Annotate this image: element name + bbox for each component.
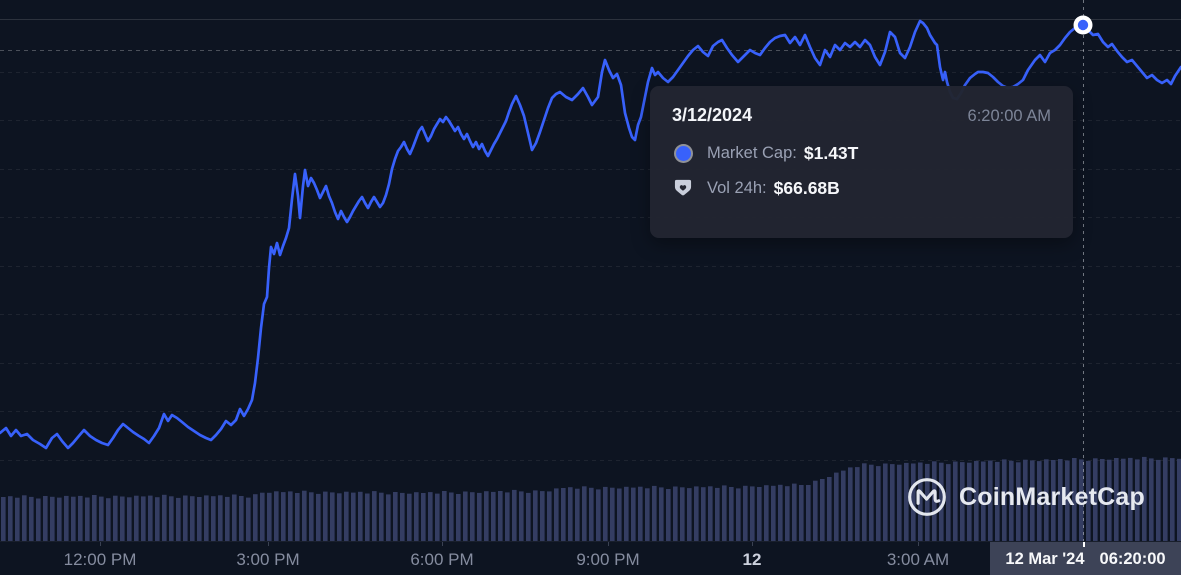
tooltip-volume-value: $66.68B	[773, 177, 840, 198]
tooltip-volume-label: Vol 24h:	[707, 178, 767, 197]
x-axis-label: 6:00 PM	[410, 550, 474, 569]
crosshair-axis-date: 12 Mar '24	[1005, 549, 1085, 568]
x-axis-label: 3:00 AM	[886, 550, 950, 569]
x-axis-label: 12:00 PM	[63, 550, 137, 569]
x-axis-label: 9:00 PM	[576, 550, 640, 569]
tooltip-market-cap-row: Market Cap: $1.43T	[672, 143, 1051, 164]
tooltip-date: 3/12/2024	[672, 105, 753, 125]
tooltip-market-cap-label: Market Cap:	[707, 144, 797, 162]
x-axis-tick	[442, 542, 443, 546]
market-cap-dot-icon	[675, 146, 691, 161]
crosshair-axis-time: 06:20:00	[1099, 549, 1166, 568]
x-axis-tick	[100, 542, 101, 546]
tooltip-time: 6:20:00 AM	[967, 107, 1051, 125]
x-axis-label: 12	[742, 550, 762, 569]
x-axis-tick	[608, 542, 609, 546]
tooltip-market-cap-value: $1.43T	[803, 143, 859, 163]
x-axis-tick	[918, 542, 919, 546]
crosshair-axis-tick	[1083, 542, 1085, 547]
tooltip-volume-row: Vol 24h: $66.68B	[672, 177, 1051, 199]
chart-tooltip: 3/12/2024 6:20:00 AM Market Cap: $1.43T …	[650, 86, 1073, 238]
x-axis-label: 3:00 PM	[236, 550, 300, 569]
crosshair-axis-label: 12 Mar '24 06:20:00	[990, 542, 1181, 575]
tooltip-header: 3/12/2024 6:20:00 AM	[672, 105, 1051, 126]
volume-shield-icon	[674, 179, 692, 196]
x-axis-tick	[268, 542, 269, 546]
x-axis: 12 Mar '24 06:20:00 12:00 PM 3:00 PM 6:00 …	[0, 541, 1181, 575]
x-axis-tick	[752, 542, 753, 546]
